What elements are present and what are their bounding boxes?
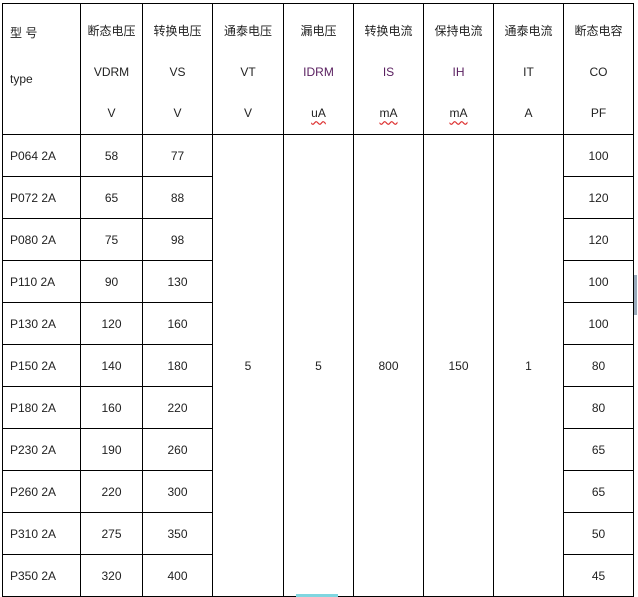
vs-cell: 220	[142, 386, 213, 429]
type-cell: P064 2A	[2, 134, 81, 177]
type-cell: P260 2A	[2, 470, 81, 513]
co-cell: 45	[563, 554, 634, 597]
co-cell: 80	[563, 386, 634, 429]
it-cell: 1	[493, 134, 564, 597]
header-unit: V	[107, 106, 116, 121]
co-cell: 80	[563, 344, 634, 387]
co-cell: 100	[563, 260, 634, 303]
vdrm-cell: 220	[80, 470, 143, 513]
co-cell: 120	[563, 218, 634, 261]
vs-cell: 88	[142, 176, 213, 219]
co-cell: 50	[563, 512, 634, 555]
header-unit: mA	[449, 106, 468, 121]
header-sym: VT	[240, 64, 256, 79]
column-header-co: 断态电容 CO PF	[563, 3, 634, 135]
table-row: P130 2A 120 160 100	[2, 302, 634, 345]
header-sym: IT	[523, 64, 534, 79]
type-cell: P350 2A	[2, 554, 81, 597]
header-unit: uA	[311, 106, 326, 121]
type-cell: P110 2A	[2, 260, 81, 303]
table-row: P080 2A 75 98 120	[2, 218, 634, 261]
vdrm-cell: 90	[80, 260, 143, 303]
header-unit: PF	[590, 106, 607, 121]
vs-cell: 77	[142, 134, 213, 177]
header-sym: VDRM	[93, 64, 130, 79]
vs-cell: 400	[142, 554, 213, 597]
table-row: P230 2A 190 260 65	[2, 428, 634, 471]
header-sym: IDRM	[303, 64, 334, 79]
vdrm-cell: 190	[80, 428, 143, 471]
vdrm-cell: 75	[80, 218, 143, 261]
header-cn: 漏电压	[300, 23, 337, 38]
header-cn: 断态电压	[87, 23, 136, 38]
vdrm-cell: 120	[80, 302, 143, 345]
header-cn: 断态电容	[574, 23, 623, 38]
vdrm-cell: 275	[80, 512, 143, 555]
table-row: P260 2A 220 300 65	[2, 470, 634, 513]
column-header-vdrm: 断态电压 VDRM V	[80, 3, 143, 135]
column-header-idrm: 漏电压 IDRM uA	[283, 3, 354, 135]
type-cell: P230 2A	[2, 428, 81, 471]
header-cn: 转换电流	[364, 23, 413, 38]
vdrm-cell: 58	[80, 134, 143, 177]
table-row: P064 2A 58 77 5 5 800 150 1 100	[2, 134, 634, 597]
header-sym: IH	[452, 64, 465, 79]
vs-cell: 300	[142, 470, 213, 513]
header-sym: IS	[382, 64, 395, 79]
table-row: P180 2A 160 220 80	[2, 386, 634, 429]
column-header-vt: 通泰电压 VT V	[212, 3, 284, 135]
header-cn: 通泰电流	[504, 23, 553, 38]
header-unit: V	[173, 106, 182, 121]
header-sym: type	[10, 72, 33, 86]
vs-cell: 350	[142, 512, 213, 555]
vdrm-cell: 160	[80, 386, 143, 429]
header-unit: A	[524, 106, 533, 121]
co-cell: 65	[563, 428, 634, 471]
type-cell: P072 2A	[2, 176, 81, 219]
header-sym: CO	[589, 64, 608, 79]
vdrm-cell: 140	[80, 344, 143, 387]
vdrm-cell: 320	[80, 554, 143, 597]
table-row: P072 2A 65 88 120	[2, 176, 634, 219]
vs-cell: 130	[142, 260, 213, 303]
vs-cell: 180	[142, 344, 213, 387]
vs-cell: 160	[142, 302, 213, 345]
resize-handle	[634, 275, 637, 315]
type-cell: P130 2A	[2, 302, 81, 345]
header-cn: 转换电压	[153, 23, 202, 38]
table-row: P350 2A 320 400 45	[2, 554, 634, 597]
header-unit: V	[243, 106, 252, 121]
column-header-it: 通泰电流 IT A	[493, 3, 564, 135]
co-cell: 65	[563, 470, 634, 513]
header-sym: VS	[169, 64, 186, 79]
table-row: P150 2A 140 180 80	[2, 344, 634, 387]
vs-cell: 98	[142, 218, 213, 261]
vdrm-cell: 65	[80, 176, 143, 219]
co-cell: 100	[563, 134, 634, 177]
type-cell: P150 2A	[2, 344, 81, 387]
header-cn: 型 号	[10, 26, 38, 40]
type-cell: P310 2A	[2, 512, 81, 555]
co-cell: 100	[563, 302, 634, 345]
header-cn: 保持电流	[434, 23, 483, 38]
column-header-type: 型 号 type	[2, 3, 81, 135]
header-unit: mA	[379, 106, 398, 121]
column-header-ih: 保持电流 IH mA	[423, 3, 494, 135]
column-header-vs: 转换电压 VS V	[142, 3, 213, 135]
selection-handle	[296, 594, 338, 597]
co-cell: 120	[563, 176, 634, 219]
is-cell: 800	[353, 134, 424, 597]
type-cell: P080 2A	[2, 218, 81, 261]
header-row: 型 号 type 断态电压 VDRM V 转换电压 VS V 通泰电压 VT V 漏电压 IDRM uA 转…	[2, 3, 634, 135]
ih-cell: 150	[423, 134, 494, 597]
vt-cell: 5	[212, 134, 284, 597]
header-cn: 通泰电压	[223, 23, 272, 38]
column-header-is: 转换电流 IS mA	[353, 3, 424, 135]
thyristor-spec-table: 型 号 type 断态电压 VDRM V 转换电压 VS V 通泰电压 VT V 漏电压 IDRM uA 转…	[2, 3, 634, 597]
table-row: P110 2A 90 130 100	[2, 260, 634, 303]
idrm-cell: 5	[283, 134, 354, 597]
type-cell: P180 2A	[2, 386, 81, 429]
vs-cell: 260	[142, 428, 213, 471]
